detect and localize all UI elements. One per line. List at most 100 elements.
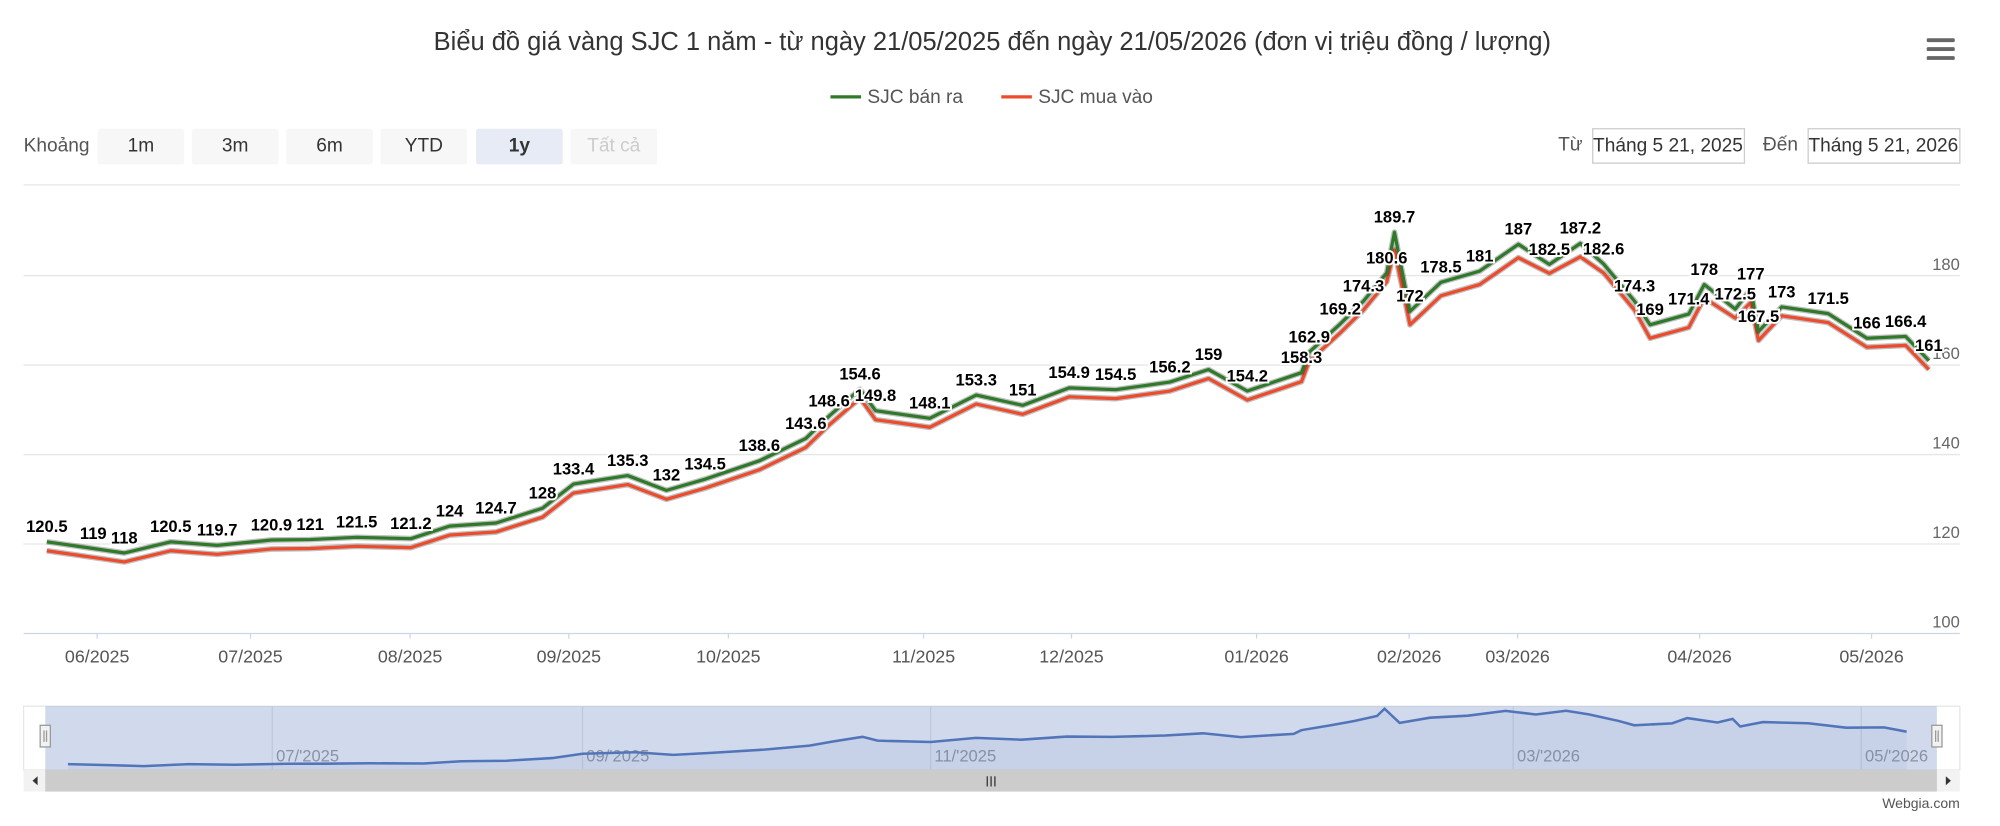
range-button[interactable]: 3m xyxy=(191,128,279,165)
range-button: Tất cả xyxy=(570,128,658,165)
to-input-box[interactable] xyxy=(1807,128,1961,164)
scrollbar-arrow-left[interactable] xyxy=(32,776,38,786)
data-label: 180.6 xyxy=(1366,248,1407,267)
data-label: 174.3 xyxy=(1614,276,1655,295)
legend-item[interactable]: SJC bán ra xyxy=(830,87,963,108)
y-tick-label: 120 xyxy=(1932,523,1960,542)
data-label: 132 xyxy=(653,466,681,485)
scrollbar-arrow-right[interactable] xyxy=(1945,776,1951,786)
data-label: 119.7 xyxy=(197,521,238,540)
legend-label: SJC bán ra xyxy=(867,87,963,108)
data-label: 154.6 xyxy=(839,365,880,384)
data-label: 169 xyxy=(1636,300,1664,319)
data-label: 149.8 xyxy=(855,386,896,405)
menu-bar xyxy=(1926,47,1955,51)
x-tick-label: 04/2026 xyxy=(1667,646,1732,666)
range-button-label: YTD xyxy=(405,136,443,157)
data-label: 171.5 xyxy=(1807,289,1848,308)
range-button[interactable]: YTD xyxy=(380,128,468,165)
data-label: 166.4 xyxy=(1885,312,1927,331)
legend-label: SJC mua vào xyxy=(1038,87,1153,108)
range-button-bg xyxy=(286,128,373,165)
x-tick-label: 10/2025 xyxy=(696,646,761,666)
range-button-bg xyxy=(476,128,563,165)
data-label: 174.3 xyxy=(1343,276,1384,295)
from-input-box[interactable] xyxy=(1592,128,1746,164)
data-label: 178.5 xyxy=(1420,258,1461,277)
to-input: Tháng 5 21, 2026 xyxy=(1808,136,1958,157)
credits[interactable]: Webgia.com xyxy=(1882,795,1960,811)
from-label: Từ xyxy=(1558,134,1583,155)
data-label: 166 xyxy=(1853,314,1881,333)
data-label: 154.9 xyxy=(1048,363,1089,382)
range-button-label: 6m xyxy=(316,136,343,157)
data-label: 118 xyxy=(111,528,138,547)
legend-item[interactable]: SJC mua vào xyxy=(1001,87,1153,108)
data-label: 189.7 xyxy=(1374,208,1415,227)
navigator-mask xyxy=(45,706,1937,770)
data-label: 181 xyxy=(1466,246,1494,265)
range-button[interactable]: 1y xyxy=(476,128,563,165)
data-label: 178 xyxy=(1690,260,1718,279)
data-label: 173 xyxy=(1768,282,1796,301)
data-label: 119 xyxy=(80,524,107,543)
x-tick-label: 01/2026 xyxy=(1224,646,1289,666)
navigator-handle[interactable] xyxy=(1931,724,1943,748)
data-label: 182.5 xyxy=(1529,240,1570,259)
x-tick-label: 11/2025 xyxy=(892,646,955,666)
data-label: 133.4 xyxy=(553,459,595,478)
data-label: 121.5 xyxy=(336,513,377,532)
x-tick-label: 12/2025 xyxy=(1039,646,1104,666)
navigator-tick-label: 03/'2026 xyxy=(1517,747,1580,766)
range-button-bg xyxy=(97,128,185,165)
data-label: 187.2 xyxy=(1560,219,1601,238)
range-button-bg xyxy=(191,128,279,165)
navigator-line xyxy=(67,706,1907,768)
data-label: 128 xyxy=(529,484,557,503)
y-tick-label: 180 xyxy=(1932,255,1960,274)
menu-button[interactable] xyxy=(1926,38,1955,60)
navigator-handle[interactable] xyxy=(39,724,51,748)
range-button[interactable]: 6m xyxy=(286,128,373,165)
data-label: 154.5 xyxy=(1095,365,1136,384)
range-button-bg xyxy=(380,128,468,165)
data-label: 148.6 xyxy=(808,391,849,410)
series-line xyxy=(46,230,1931,555)
x-tick-label: 05/2026 xyxy=(1839,646,1904,666)
x-tick-label: 02/2026 xyxy=(1377,646,1442,666)
range-button-label: 1y xyxy=(509,136,531,157)
data-label: 172.5 xyxy=(1715,284,1756,303)
data-label: 172 xyxy=(1396,287,1424,306)
x-tick-label: 09/2025 xyxy=(537,646,602,666)
x-tick-label: 03/2026 xyxy=(1485,646,1550,666)
data-label: 154.2 xyxy=(1227,366,1268,385)
data-label: 134.5 xyxy=(684,455,725,474)
y-tick-label: 160 xyxy=(1932,344,1960,363)
data-label: 120.5 xyxy=(150,517,191,536)
y-tick-label: 140 xyxy=(1932,434,1960,453)
series-line xyxy=(46,248,1931,564)
data-label: 124 xyxy=(436,501,464,520)
handle-body xyxy=(39,724,51,748)
data-label: 171.4 xyxy=(1668,289,1710,308)
data-label: 121 xyxy=(296,515,324,534)
to-label: Đến xyxy=(1763,134,1798,155)
data-label: 187 xyxy=(1505,220,1533,239)
data-label: 151 xyxy=(1009,381,1037,400)
data-label: 169.2 xyxy=(1320,299,1361,318)
range-button-bg xyxy=(570,128,658,165)
data-label: 143.6 xyxy=(785,414,826,433)
data-label: 120.9 xyxy=(251,515,292,534)
data-label: 167.5 xyxy=(1738,307,1779,326)
navigator-tick-label: 05/'2026 xyxy=(1865,747,1928,766)
data-label: 162.9 xyxy=(1289,327,1330,346)
data-label: 177 xyxy=(1737,264,1765,283)
data-label: 121.2 xyxy=(390,514,431,533)
data-label: 153.3 xyxy=(955,370,996,389)
range-button[interactable]: 1m xyxy=(97,128,185,165)
menu-bar xyxy=(1926,38,1955,43)
data-label: 124.7 xyxy=(475,498,516,517)
